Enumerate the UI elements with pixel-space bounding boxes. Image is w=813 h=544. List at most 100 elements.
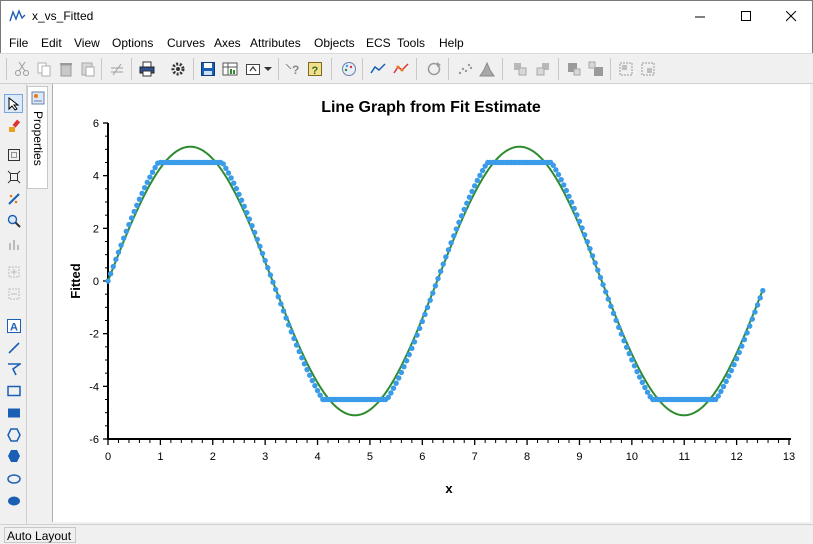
ellipse-tool[interactable]: [4, 469, 23, 488]
export-button[interactable]: [243, 59, 263, 79]
data-point: [147, 174, 153, 180]
data-point: [597, 274, 604, 281]
properties-tab[interactable]: Properties: [27, 86, 48, 189]
data-point: [715, 393, 721, 399]
data-sheet-icon: [222, 62, 238, 76]
data-point: [393, 380, 399, 386]
menu-options[interactable]: Options: [112, 36, 154, 50]
data-point: [623, 344, 630, 350]
bring-to-front-button[interactable]: [564, 59, 584, 79]
chart[interactable]: Line Graph from Fit Estimate x Fitted 0 1…: [53, 84, 811, 522]
data-point: [267, 272, 274, 278]
delete-button[interactable]: [56, 59, 76, 79]
histogram-button[interactable]: [477, 59, 497, 79]
filled-ellipse-tool[interactable]: [4, 491, 23, 510]
data-point: [553, 167, 559, 173]
send-to-back-button[interactable]: [586, 59, 606, 79]
line-tool[interactable]: [4, 338, 23, 357]
x-tick-label: 1: [157, 451, 163, 463]
magnify-tool[interactable]: [4, 211, 23, 230]
hexagon-tool[interactable]: [4, 425, 23, 444]
window-title: x_vs_Fitted: [32, 9, 94, 23]
zoom-extent-tool[interactable]: [4, 167, 23, 186]
bring-forward-icon: [514, 63, 527, 76]
toolbar-separator: [6, 58, 7, 80]
menu-view[interactable]: View: [74, 36, 100, 50]
send-backward-button[interactable]: [533, 59, 553, 79]
data-point: [435, 275, 441, 282]
layer-add-tool[interactable]: [4, 262, 23, 281]
save-button[interactable]: [198, 59, 218, 79]
data-sheet-button[interactable]: [220, 59, 240, 79]
data-point: [257, 243, 263, 250]
text-tool[interactable]: A: [4, 316, 23, 335]
data-point: [414, 332, 420, 338]
pointer-tool[interactable]: [4, 94, 23, 113]
menu-objects[interactable]: Objects: [314, 36, 355, 50]
rectangle-tool[interactable]: [4, 381, 23, 400]
minimize-button[interactable]: [677, 1, 723, 31]
app-icon: [9, 9, 26, 22]
export-dropdown-button[interactable]: [262, 59, 274, 79]
menu-help[interactable]: Help: [439, 36, 464, 50]
palette-button[interactable]: [339, 59, 359, 79]
layer-remove-tool[interactable]: [4, 284, 23, 303]
menu-tools[interactable]: Tools: [397, 36, 426, 50]
data-point: [406, 351, 412, 358]
palette-icon: [342, 62, 356, 76]
data-point: [126, 221, 132, 228]
data-point: [265, 265, 271, 271]
data-point: [220, 161, 226, 167]
x-tick-label: 13: [783, 451, 795, 463]
ungroup-button[interactable]: [638, 59, 658, 79]
edit-data-tool[interactable]: [4, 189, 23, 208]
data-point: [595, 267, 601, 273]
scatter-button[interactable]: [455, 59, 475, 79]
paste-button[interactable]: [78, 59, 98, 79]
brush-tool[interactable]: [4, 116, 23, 135]
rotate-button[interactable]: [424, 59, 444, 79]
what-is-button[interactable]: ?: [283, 59, 303, 79]
menu-file[interactable]: File: [9, 36, 29, 50]
copy-button[interactable]: [34, 59, 54, 79]
toolbar: ? ?: [0, 53, 813, 84]
menu-attributes[interactable]: Attributes: [250, 36, 301, 50]
filled-hexagon-tool[interactable]: [4, 446, 23, 465]
scatter-line-button[interactable]: [391, 59, 411, 79]
maximize-button[interactable]: [723, 1, 769, 31]
data-point: [139, 190, 145, 197]
data-point: [144, 179, 150, 185]
menu-axes[interactable]: Axes: [214, 36, 241, 50]
x-tick-label: 11: [679, 451, 690, 463]
help-button[interactable]: ?: [305, 59, 325, 79]
layer-remove-icon: [8, 288, 19, 299]
polyline-tool[interactable]: [4, 359, 23, 378]
menu-edit[interactable]: Edit: [41, 36, 62, 50]
bring-forward-button[interactable]: [510, 59, 530, 79]
data-point: [288, 329, 295, 335]
y-tick-label: 6: [93, 118, 99, 130]
print-button[interactable]: [137, 59, 157, 79]
hexagon-tool-icon: [6, 427, 21, 442]
chart-canvas[interactable]: Line Graph from Fit Estimate x Fitted 0 1…: [52, 84, 810, 522]
data-point: [760, 287, 766, 294]
toolbar-separator: [448, 58, 449, 80]
data-point: [141, 185, 148, 191]
data-point: [558, 176, 564, 183]
cut-button[interactable]: [12, 59, 32, 79]
close-button[interactable]: [768, 1, 813, 31]
filled-rectangle-tool[interactable]: [4, 403, 23, 422]
menu-curves[interactable]: Curves: [167, 36, 206, 50]
unlink-button[interactable]: [107, 59, 127, 79]
menu-bar: File Edit View Options Curves Axes Attri…: [0, 31, 813, 53]
line-plot-button[interactable]: [368, 59, 388, 79]
chart-tool[interactable]: [4, 234, 23, 253]
group-button[interactable]: [616, 59, 636, 79]
what-is-icon: ?: [285, 63, 299, 77]
data-point: [223, 165, 229, 172]
zoom-fit-tool[interactable]: [4, 145, 23, 164]
data-point: [149, 169, 156, 175]
menu-ecs[interactable]: ECS: [366, 36, 391, 50]
settings-button[interactable]: [168, 59, 188, 79]
